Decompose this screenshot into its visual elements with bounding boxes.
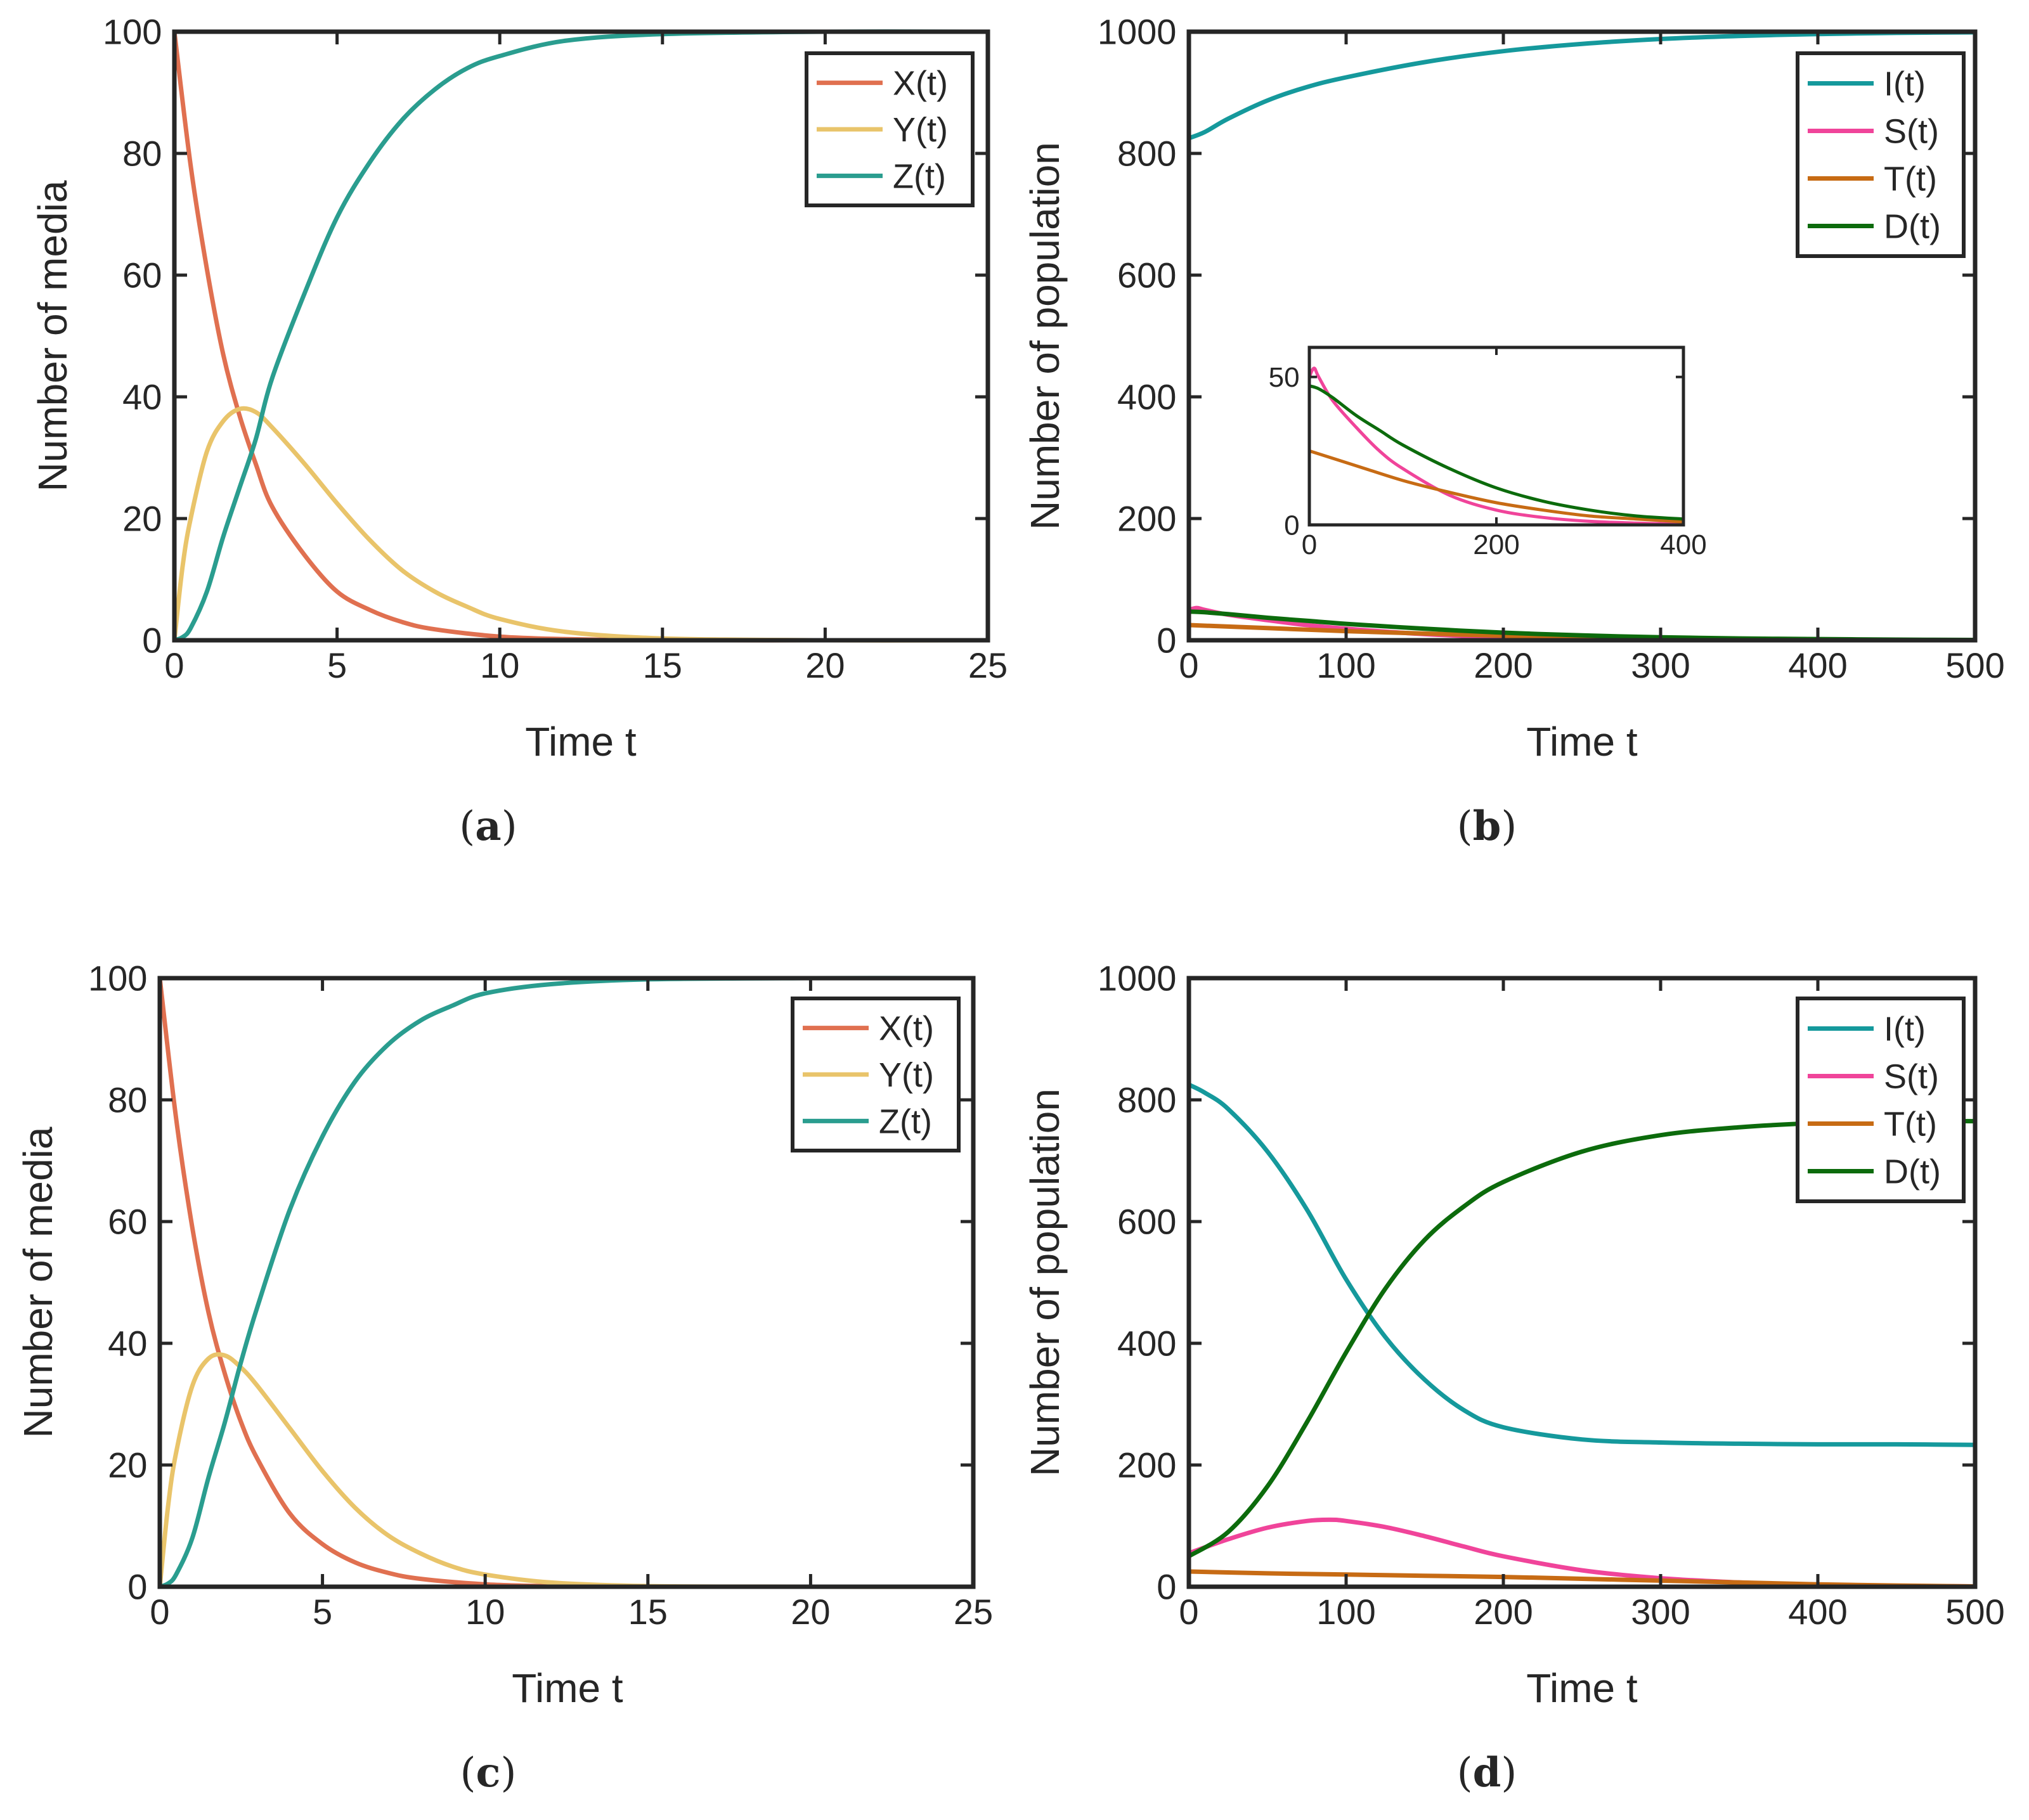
x-tick-label: 0 [1179, 1592, 1198, 1632]
x-tick-label: 0 [1302, 529, 1317, 560]
y-tick-label: 0 [1157, 621, 1176, 661]
x-tick-label: 400 [1788, 1592, 1847, 1632]
y-tick-label: 50 [1269, 362, 1300, 393]
legend-label-yt: Y(t) [893, 111, 948, 149]
inset-background [1309, 347, 1683, 525]
y-tick-label: 60 [108, 1202, 147, 1242]
x-tick-label: 25 [954, 1592, 993, 1632]
y-tick-label: 100 [103, 12, 162, 52]
panel-c: 0 5 10 15 20 25 0 20 40 60 80 100 Time t Number of … [15, 958, 993, 1797]
panel-a: 0 5 10 15 20 25 0 20 40 60 80 100 Time t Number of … [30, 12, 1008, 850]
y-tick-label: 100 [88, 958, 147, 998]
legend-label-dt: D(t) [1884, 1153, 1941, 1191]
panel-caption: (d) [1457, 1749, 1517, 1797]
legend-label-tt: T(t) [1884, 160, 1937, 198]
series-line-tt [1307, 449, 1685, 524]
y-tick-label: 40 [122, 377, 162, 417]
x-tick-label: 0 [164, 645, 184, 685]
legend-label-st: S(t) [1884, 113, 1939, 151]
y-tick-label: 1000 [1098, 958, 1177, 998]
x-tick-label: 300 [1631, 645, 1690, 685]
x-tick-label: 10 [480, 645, 519, 685]
y-tick-label: 20 [108, 1445, 147, 1485]
legend-label-it: I(t) [1884, 1010, 1926, 1049]
plot-frame [172, 29, 990, 643]
x-tick-label: 400 [1660, 529, 1706, 560]
y-axis-label: Number of media [30, 180, 75, 491]
x-tick-label: 10 [465, 1592, 505, 1632]
x-tick-label: 15 [643, 645, 682, 685]
y-tick-label: 600 [1117, 1202, 1176, 1242]
legend-label-zt: Z(t) [893, 157, 946, 195]
legend-label-xt: X(t) [879, 1010, 934, 1048]
x-tick-label: 300 [1631, 1592, 1690, 1632]
x-axis-label: Time t [512, 1665, 623, 1711]
y-axis-label: Number of population [1022, 142, 1068, 530]
x-tick-label: 500 [1945, 645, 2004, 685]
y-tick-label: 0 [1157, 1567, 1176, 1607]
y-tick-label: 80 [108, 1080, 147, 1120]
legend-box [1796, 997, 1966, 1203]
legend-label-dt: D(t) [1884, 208, 1941, 246]
plot-frame [1186, 976, 1978, 1589]
inset-plot: 0 200 400 0 50 [1269, 345, 1707, 560]
y-axis-label: Number of population [1022, 1088, 1068, 1476]
x-tick-label: 200 [1474, 645, 1533, 685]
legend-label-it: I(t) [1884, 65, 1926, 103]
x-tick-label: 15 [628, 1592, 668, 1632]
y-axis-label: Number of media [15, 1126, 61, 1438]
y-tick-label: 400 [1117, 377, 1176, 417]
series-line-dt [1307, 384, 1685, 521]
x-axis-label: Time t [1526, 719, 1638, 765]
x-tick-label: 5 [327, 645, 347, 685]
x-tick-label: 20 [791, 1592, 830, 1632]
x-tick-label: 500 [1945, 1592, 2004, 1632]
x-tick-label: 200 [1473, 529, 1519, 560]
y-tick-label: 20 [122, 499, 162, 539]
panel-caption: (a) [459, 803, 517, 850]
x-axis-label: Time t [1526, 1665, 1638, 1711]
x-tick-label: 5 [313, 1592, 332, 1632]
y-tick-label: 800 [1117, 134, 1176, 174]
plot-frame [1186, 29, 1978, 643]
x-tick-label: 0 [150, 1592, 169, 1632]
y-tick-label: 80 [122, 134, 162, 174]
y-tick-label: 60 [122, 255, 162, 295]
x-tick-label: 100 [1316, 1592, 1375, 1632]
plot-frame [157, 976, 976, 1589]
x-tick-label: 20 [805, 645, 845, 685]
y-tick-label: 0 [1284, 510, 1299, 541]
x-tick-label: 200 [1474, 1592, 1533, 1632]
panel-caption: (b) [1457, 803, 1517, 850]
y-tick-label: 0 [127, 1567, 147, 1607]
legend-label-st: S(t) [1884, 1058, 1939, 1096]
panel-caption: (c) [460, 1749, 517, 1797]
x-tick-label: 0 [1179, 645, 1198, 685]
legend-label-zt: Z(t) [879, 1102, 932, 1140]
series-line-it [1186, 1082, 1978, 1447]
x-tick-label: 100 [1316, 645, 1375, 685]
y-tick-label: 40 [108, 1324, 147, 1364]
legend-label-xt: X(t) [893, 65, 948, 103]
legend-label-yt: Y(t) [879, 1056, 934, 1094]
y-tick-label: 0 [142, 621, 162, 661]
y-tick-label: 600 [1117, 255, 1176, 295]
legend-box [1796, 51, 1966, 258]
panel-d: 0 100 200 300 400 500 0 200 400 600 800 1000 Time t… [1022, 958, 2005, 1797]
y-tick-label: 200 [1117, 499, 1176, 539]
x-axis-label: Time t [525, 719, 637, 765]
legend-label-tt: T(t) [1884, 1106, 1937, 1144]
series-line-st [1307, 366, 1685, 526]
x-tick-label: 25 [968, 645, 1008, 685]
y-tick-label: 1000 [1098, 12, 1177, 52]
x-tick-label: 400 [1788, 645, 1847, 685]
y-tick-label: 400 [1117, 1324, 1176, 1364]
y-tick-label: 800 [1117, 1080, 1176, 1120]
y-tick-label: 200 [1117, 1445, 1176, 1485]
